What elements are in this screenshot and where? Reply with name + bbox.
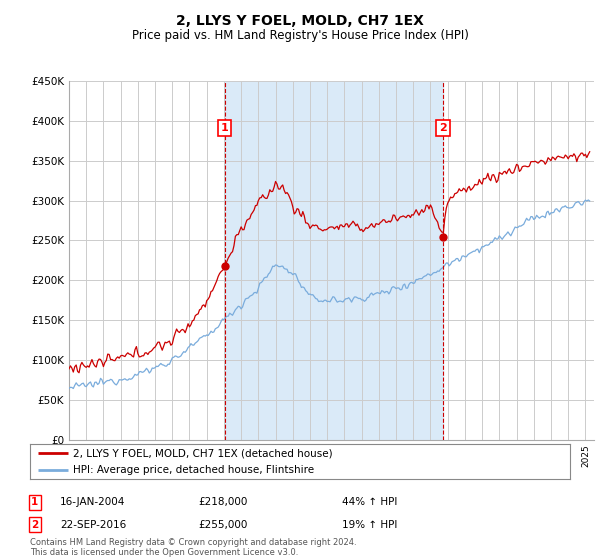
Text: £218,000: £218,000 [198,497,247,507]
Text: Price paid vs. HM Land Registry's House Price Index (HPI): Price paid vs. HM Land Registry's House … [131,29,469,42]
Text: 19% ↑ HPI: 19% ↑ HPI [342,520,397,530]
Text: 22-SEP-2016: 22-SEP-2016 [60,520,126,530]
Bar [224,81,443,440]
Text: 1: 1 [31,497,38,507]
Text: 2, LLYS Y FOEL, MOLD, CH7 1EX: 2, LLYS Y FOEL, MOLD, CH7 1EX [176,14,424,28]
Text: 1: 1 [221,123,229,133]
Text: HPI: Average price, detached house, Flintshire: HPI: Average price, detached house, Flin… [73,465,314,475]
Text: 2: 2 [439,123,447,133]
Text: 44% ↑ HPI: 44% ↑ HPI [342,497,397,507]
Text: 16-JAN-2004: 16-JAN-2004 [60,497,125,507]
Text: £255,000: £255,000 [198,520,247,530]
Text: Contains HM Land Registry data © Crown copyright and database right 2024.
This d: Contains HM Land Registry data © Crown c… [30,538,356,557]
Text: 2, LLYS Y FOEL, MOLD, CH7 1EX (detached house): 2, LLYS Y FOEL, MOLD, CH7 1EX (detached … [73,449,333,459]
Text: 2: 2 [31,520,38,530]
